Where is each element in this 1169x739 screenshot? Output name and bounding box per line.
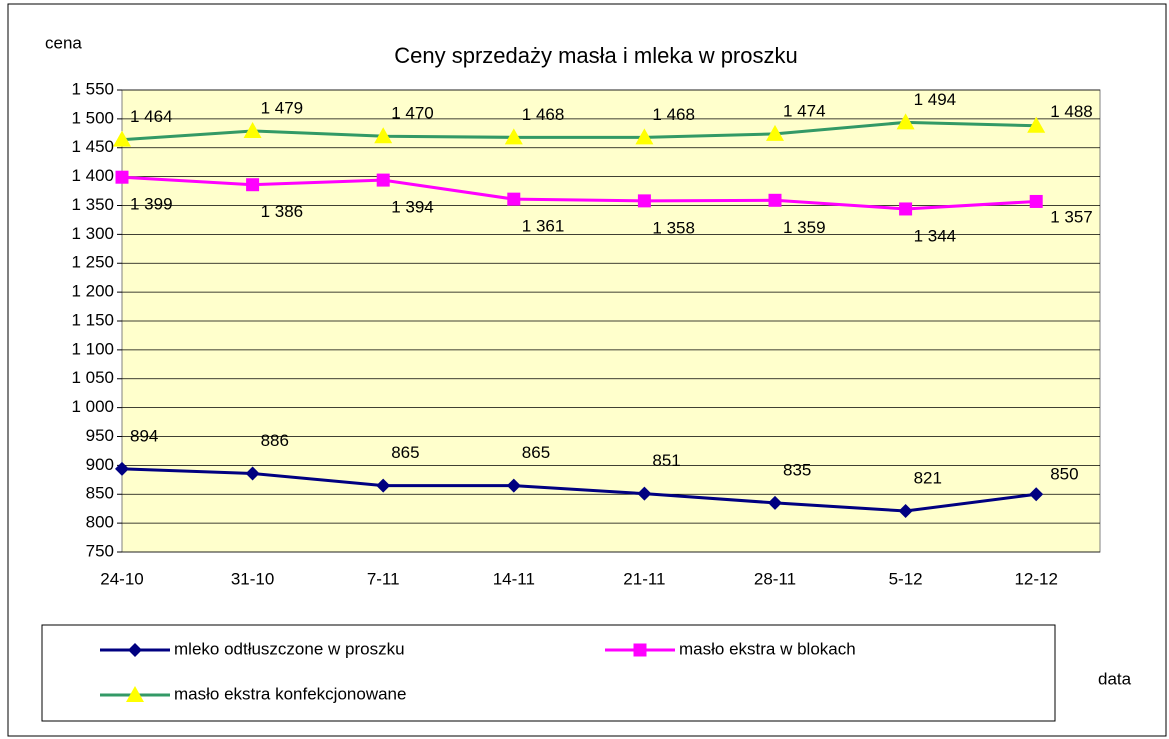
y-tick-label: 950 — [86, 426, 114, 445]
legend-marker — [128, 643, 142, 657]
data-label: 1 464 — [130, 107, 173, 126]
data-label: 850 — [1050, 465, 1078, 484]
data-point — [115, 170, 129, 184]
data-label: 1 468 — [652, 105, 695, 124]
x-axis-label: data — [1098, 669, 1132, 688]
data-label: 1 359 — [783, 218, 826, 237]
data-point — [637, 194, 651, 208]
data-label: 1 488 — [1050, 102, 1093, 121]
data-point — [245, 466, 260, 481]
x-tick-label: 21-11 — [623, 569, 665, 588]
data-point — [768, 193, 782, 207]
legend-marker — [633, 643, 647, 657]
y-tick-label: 1 550 — [71, 79, 114, 98]
x-tick-label: 28-11 — [754, 569, 796, 588]
data-label: 1 468 — [522, 105, 565, 124]
data-point — [115, 461, 129, 476]
y-tick-label: 1 400 — [71, 166, 114, 185]
y-tick-label: 1 000 — [71, 397, 114, 416]
series-line — [121, 120, 1037, 142]
data-point — [113, 130, 131, 147]
y-tick-label: 850 — [86, 484, 114, 503]
y-tick-label: 1 150 — [71, 310, 114, 329]
y-tick-label: 1 350 — [71, 195, 114, 214]
x-tick-label: 5-12 — [889, 569, 923, 588]
data-label: 821 — [914, 468, 942, 487]
data-label: 1 399 — [130, 195, 173, 214]
y-tick-label: 1 100 — [71, 339, 114, 358]
data-point — [635, 128, 654, 145]
data-label: 1 361 — [522, 217, 565, 236]
chart-title: Ceny sprzedaży masła i mleka w proszku — [394, 43, 797, 68]
chart-frame — [7, 3, 1167, 737]
series-line — [121, 175, 1037, 211]
data-label: 1 344 — [914, 226, 957, 245]
data-label: 835 — [783, 460, 811, 479]
legend-label: mleko odtłuszczone w proszku — [174, 639, 405, 658]
legend-label: masło ekstra konfekcjonowane — [174, 684, 406, 703]
data-point — [637, 486, 652, 501]
data-label: 1 474 — [783, 101, 826, 120]
y-tick-label: 1 050 — [71, 368, 114, 387]
data-point — [376, 173, 390, 187]
y-tick-label: 800 — [86, 513, 114, 532]
data-point — [246, 178, 260, 192]
data-point — [506, 478, 521, 493]
data-point — [899, 202, 913, 216]
x-tick-label: 7-11 — [367, 569, 400, 588]
legend — [41, 624, 1056, 722]
data-point — [1029, 487, 1044, 502]
data-point — [1027, 116, 1046, 133]
y-tick-label: 1 250 — [71, 253, 114, 272]
data-label: 851 — [652, 451, 680, 470]
data-label: 1 394 — [391, 198, 434, 217]
data-label: 894 — [130, 426, 158, 445]
legend-label: masło ekstra w blokach — [679, 639, 856, 658]
data-point — [507, 192, 521, 206]
data-point — [1029, 194, 1043, 208]
x-tick-label: 31-10 — [231, 569, 274, 588]
y-tick-label: 1 500 — [71, 108, 114, 127]
y-tick-label: 750 — [86, 541, 114, 560]
data-point — [243, 122, 262, 139]
data-point — [374, 127, 393, 144]
x-tick-label: 14-11 — [493, 569, 535, 588]
y-tick-label: 900 — [86, 455, 114, 474]
y-axis-label: cena — [45, 33, 82, 52]
data-point — [504, 128, 523, 145]
data-label: 1 358 — [652, 218, 695, 237]
data-point — [766, 124, 784, 141]
data-label: 886 — [261, 431, 289, 450]
y-tick-label: 1 300 — [71, 224, 114, 243]
data-point — [768, 495, 782, 510]
y-tick-label: 1 450 — [71, 137, 114, 156]
data-point — [898, 503, 913, 518]
data-label: 865 — [391, 443, 419, 462]
data-label: 1 386 — [261, 202, 304, 221]
data-point — [376, 478, 391, 493]
x-tick-label: 24-10 — [100, 569, 143, 588]
data-label: 1 479 — [261, 98, 304, 117]
data-label: 1 357 — [1050, 208, 1093, 227]
data-label: 1 494 — [914, 90, 957, 109]
series-line — [121, 467, 1037, 513]
x-tick-label: 12-12 — [1014, 569, 1057, 588]
y-tick-label: 1 200 — [71, 282, 114, 301]
data-label: 865 — [522, 443, 550, 462]
data-point — [896, 113, 915, 130]
data-label: 1 470 — [391, 104, 434, 123]
legend-marker — [126, 686, 144, 702]
